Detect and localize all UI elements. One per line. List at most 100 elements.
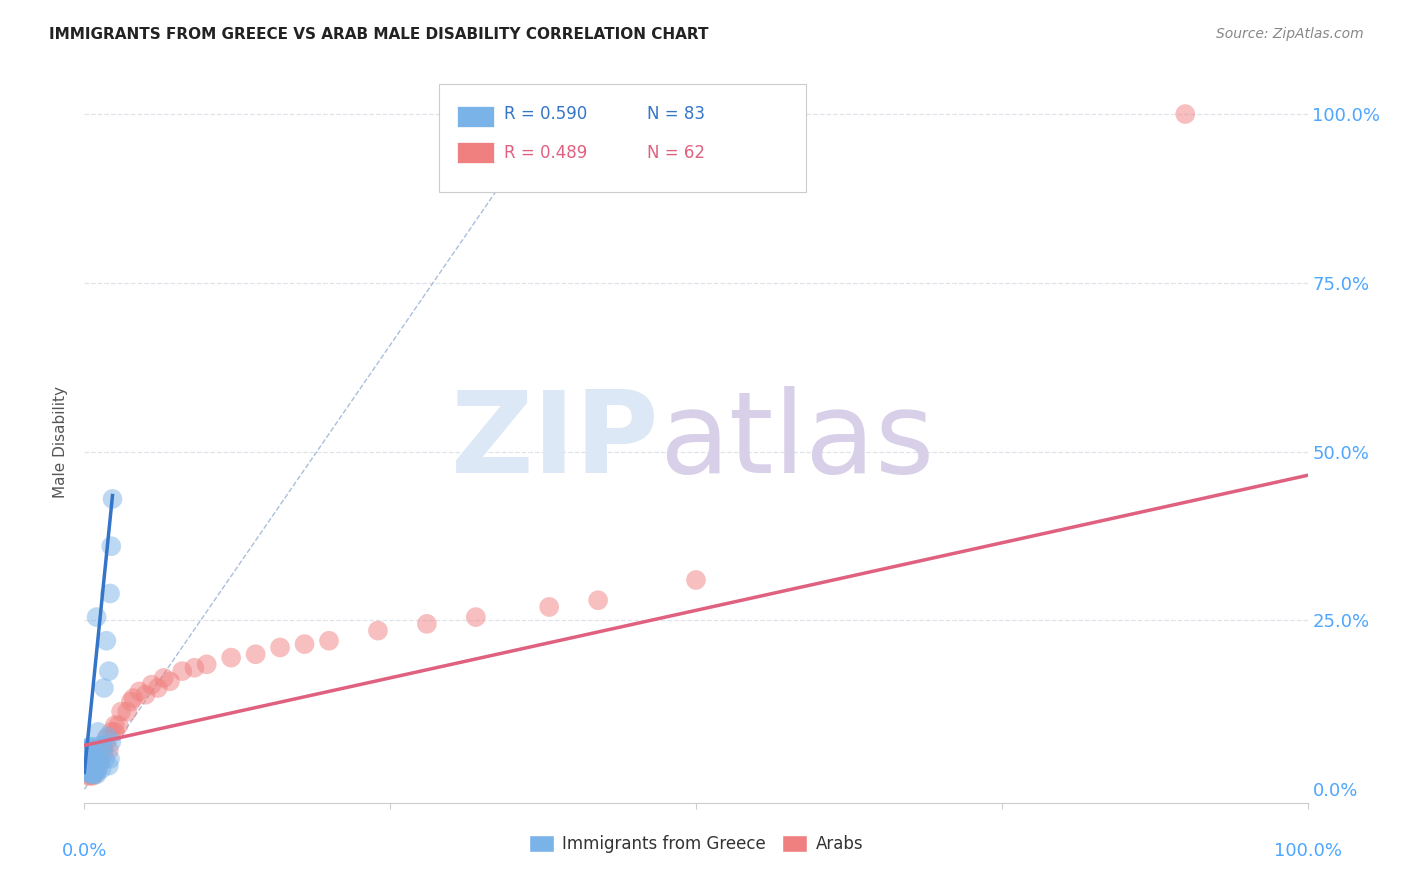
Point bbox=[159, 674, 181, 689]
Legend: Immigrants from Greece, Arabs: Immigrants from Greece, Arabs bbox=[522, 828, 870, 860]
Point bbox=[115, 705, 138, 719]
Point bbox=[318, 633, 340, 648]
Point bbox=[80, 761, 103, 775]
Point bbox=[76, 765, 98, 780]
Point bbox=[77, 769, 100, 783]
Point bbox=[104, 718, 127, 732]
Point bbox=[77, 756, 100, 771]
Point bbox=[79, 769, 101, 783]
Point bbox=[94, 752, 117, 766]
Point bbox=[367, 624, 389, 638]
Text: Source: ZipAtlas.com: Source: ZipAtlas.com bbox=[1216, 27, 1364, 41]
Point bbox=[77, 753, 100, 767]
Point bbox=[128, 684, 150, 698]
Point bbox=[77, 741, 100, 756]
Point bbox=[77, 739, 100, 754]
Y-axis label: Male Disability: Male Disability bbox=[53, 385, 69, 498]
Text: N = 83: N = 83 bbox=[647, 105, 704, 123]
Point bbox=[100, 725, 122, 739]
Point bbox=[87, 756, 110, 771]
Point bbox=[80, 758, 103, 772]
Point bbox=[77, 752, 100, 766]
Point bbox=[77, 756, 100, 770]
Point bbox=[82, 750, 104, 764]
Point bbox=[77, 747, 100, 761]
Text: ZIP: ZIP bbox=[451, 386, 659, 497]
Point bbox=[183, 661, 205, 675]
Point bbox=[77, 765, 100, 780]
Point bbox=[77, 760, 100, 774]
Point bbox=[416, 616, 439, 631]
Point bbox=[76, 756, 98, 771]
Point bbox=[76, 756, 98, 771]
Point bbox=[77, 762, 100, 776]
Point bbox=[89, 739, 111, 753]
Point bbox=[91, 741, 114, 756]
Point bbox=[80, 745, 103, 759]
Point bbox=[84, 760, 107, 774]
Point bbox=[76, 764, 98, 778]
FancyBboxPatch shape bbox=[439, 84, 806, 193]
Point bbox=[79, 741, 101, 756]
Point bbox=[77, 756, 100, 771]
Point bbox=[245, 647, 267, 661]
Point bbox=[219, 650, 242, 665]
Point bbox=[685, 573, 707, 587]
Point bbox=[91, 739, 114, 753]
Point bbox=[77, 747, 100, 761]
Point bbox=[86, 610, 108, 624]
Point bbox=[80, 750, 103, 764]
Point bbox=[97, 743, 120, 757]
Point bbox=[80, 752, 103, 766]
Point bbox=[100, 539, 122, 553]
Point bbox=[75, 758, 97, 772]
Point bbox=[82, 765, 104, 780]
Point bbox=[83, 767, 105, 781]
Point bbox=[77, 754, 100, 768]
Point bbox=[83, 765, 105, 780]
Point bbox=[82, 769, 104, 783]
Point bbox=[120, 694, 142, 708]
Text: 100.0%: 100.0% bbox=[1274, 842, 1341, 860]
Point bbox=[84, 762, 107, 776]
Point bbox=[82, 756, 104, 770]
Point bbox=[77, 757, 100, 772]
Point bbox=[84, 765, 107, 780]
Point bbox=[104, 725, 127, 739]
Point bbox=[77, 765, 100, 780]
Point bbox=[83, 762, 105, 776]
Point bbox=[172, 664, 194, 678]
Point bbox=[146, 681, 169, 695]
Point bbox=[87, 762, 110, 776]
Point bbox=[269, 640, 291, 655]
Point bbox=[98, 586, 121, 600]
Point bbox=[79, 762, 101, 776]
Point bbox=[80, 756, 103, 771]
Point bbox=[93, 681, 115, 695]
FancyBboxPatch shape bbox=[457, 105, 494, 128]
Point bbox=[83, 756, 105, 771]
Point bbox=[76, 761, 98, 775]
Point bbox=[77, 756, 100, 770]
Point bbox=[79, 756, 101, 771]
Point bbox=[82, 758, 104, 772]
Point bbox=[77, 752, 100, 766]
Text: atlas: atlas bbox=[659, 386, 935, 497]
Point bbox=[96, 731, 118, 746]
Point bbox=[75, 752, 97, 766]
Point bbox=[110, 705, 132, 719]
Point bbox=[77, 761, 100, 775]
Point bbox=[464, 610, 486, 624]
Point bbox=[96, 633, 118, 648]
Point bbox=[77, 750, 100, 764]
Point bbox=[77, 748, 100, 763]
Point bbox=[97, 758, 120, 772]
Point bbox=[77, 741, 100, 756]
Point bbox=[538, 599, 561, 614]
Point bbox=[80, 762, 103, 776]
Point bbox=[79, 745, 101, 759]
Point bbox=[77, 760, 100, 774]
Point bbox=[77, 750, 100, 764]
Point bbox=[77, 745, 100, 759]
Point bbox=[101, 491, 124, 506]
